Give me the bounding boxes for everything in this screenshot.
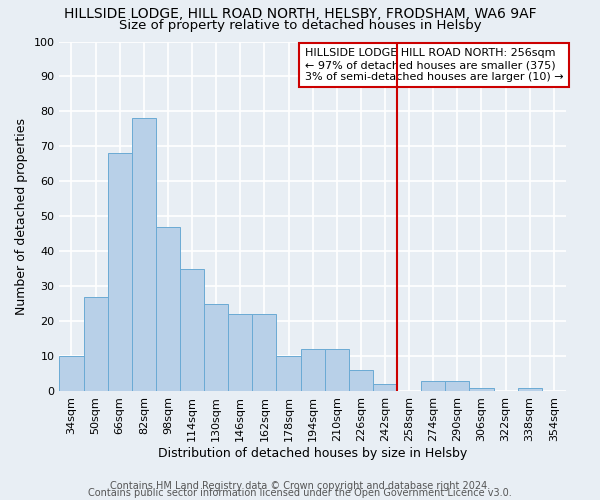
- Bar: [180, 269, 204, 392]
- Bar: [469, 388, 494, 392]
- Bar: [83, 297, 107, 392]
- Bar: [421, 381, 445, 392]
- Text: Size of property relative to detached houses in Helsby: Size of property relative to detached ho…: [119, 18, 481, 32]
- Text: Contains HM Land Registry data © Crown copyright and database right 2024.: Contains HM Land Registry data © Crown c…: [110, 481, 490, 491]
- Bar: [349, 370, 373, 392]
- Text: HILLSIDE LODGE HILL ROAD NORTH: 256sqm
← 97% of detached houses are smaller (375: HILLSIDE LODGE HILL ROAD NORTH: 256sqm ←…: [305, 48, 563, 82]
- X-axis label: Distribution of detached houses by size in Helsby: Distribution of detached houses by size …: [158, 447, 467, 460]
- Bar: [59, 356, 83, 392]
- Bar: [325, 350, 349, 392]
- Bar: [228, 314, 253, 392]
- Bar: [301, 350, 325, 392]
- Bar: [253, 314, 277, 392]
- Bar: [132, 118, 156, 392]
- Bar: [156, 227, 180, 392]
- Bar: [518, 388, 542, 392]
- Bar: [107, 154, 132, 392]
- Text: Contains public sector information licensed under the Open Government Licence v3: Contains public sector information licen…: [88, 488, 512, 498]
- Text: HILLSIDE LODGE, HILL ROAD NORTH, HELSBY, FRODSHAM, WA6 9AF: HILLSIDE LODGE, HILL ROAD NORTH, HELSBY,…: [64, 8, 536, 22]
- Bar: [445, 381, 469, 392]
- Bar: [204, 304, 228, 392]
- Bar: [373, 384, 397, 392]
- Bar: [277, 356, 301, 392]
- Y-axis label: Number of detached properties: Number of detached properties: [15, 118, 28, 315]
